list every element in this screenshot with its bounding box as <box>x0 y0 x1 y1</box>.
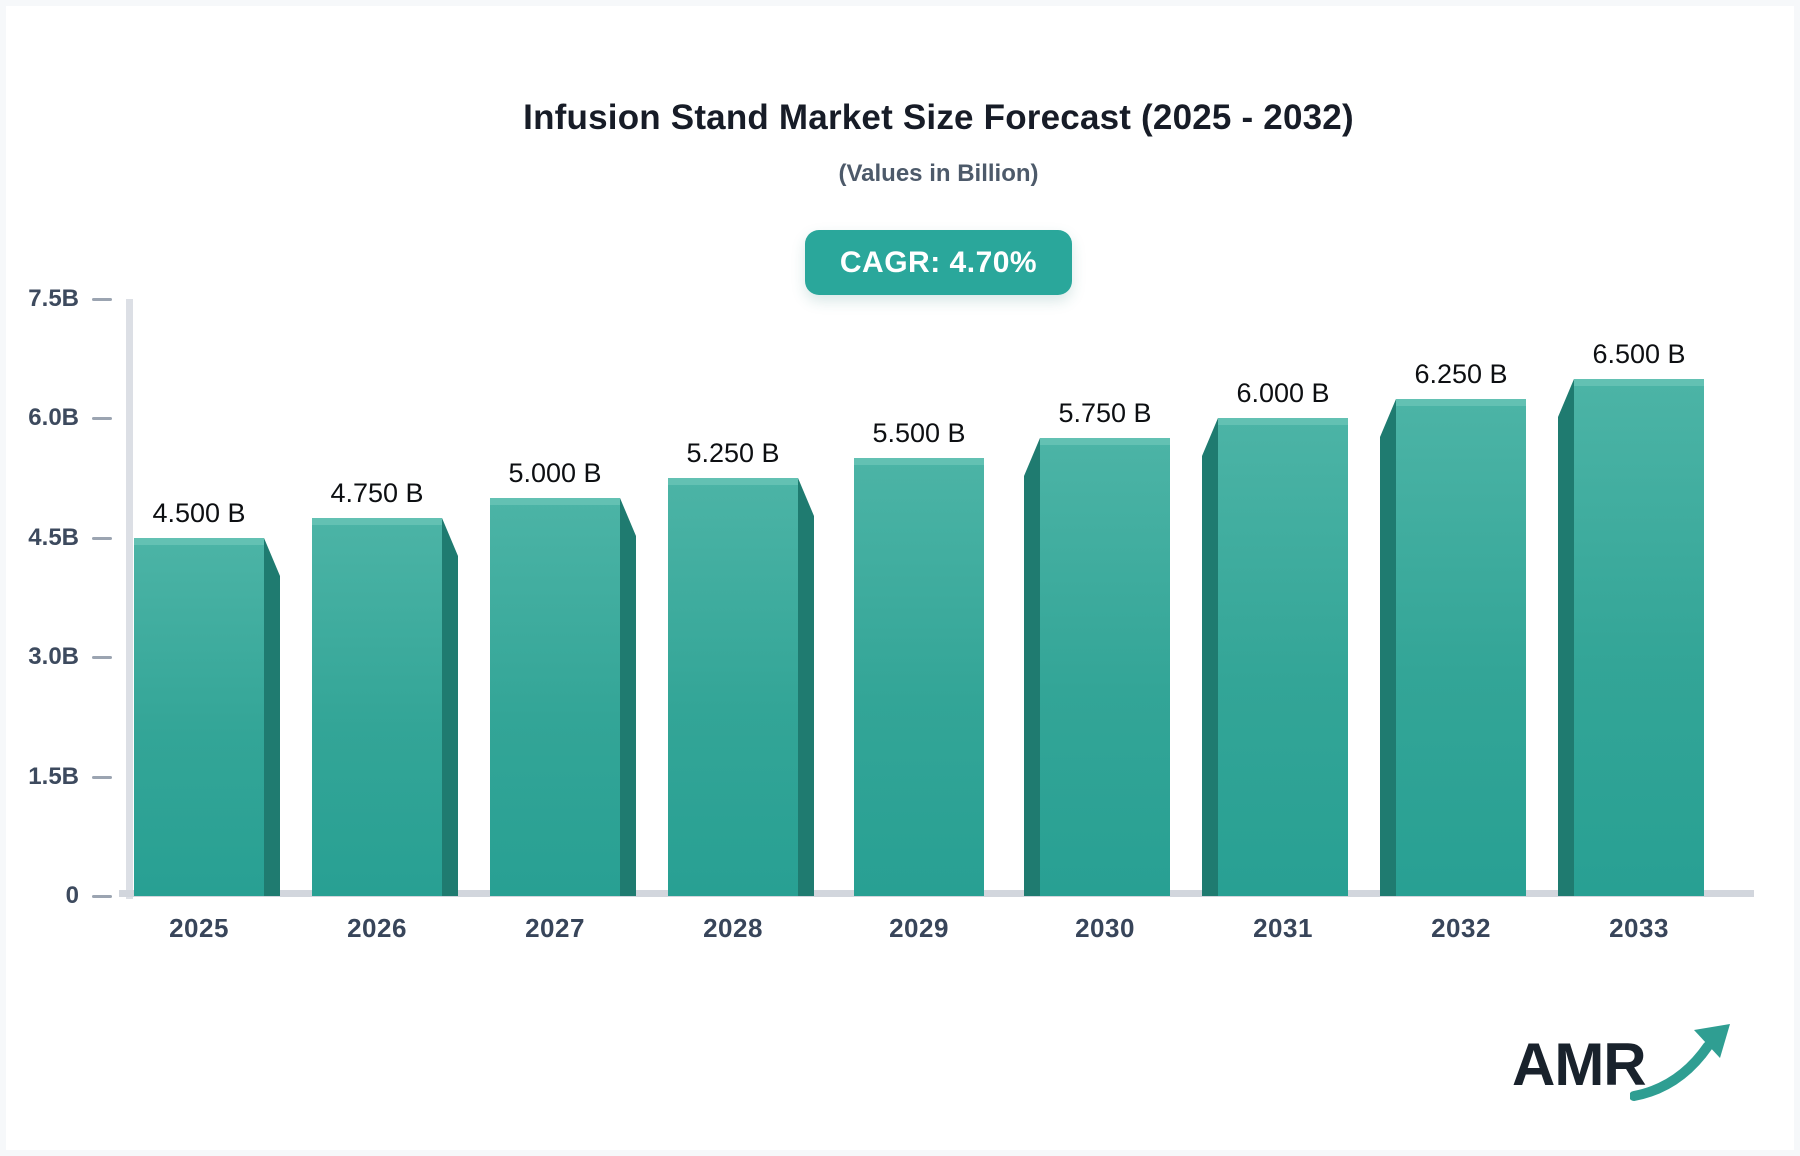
bar-3d-side <box>1024 438 1040 896</box>
bar-top-edge <box>490 498 620 505</box>
bar-3d-side <box>1202 418 1218 896</box>
y-axis-tick-label: 1.5B <box>28 763 79 790</box>
plot-area: 7.5B 6.0B 4.5B 3.0B 1.5B 0 4.500 B 2025 4.750 B 2… <box>28 285 1754 943</box>
bar-top-edge <box>1574 379 1704 386</box>
bar-top-edge <box>312 518 442 525</box>
x-axis-label-2032: 2032 <box>1431 913 1491 943</box>
bar-top-edge <box>1396 399 1526 406</box>
y-axis-tick-label: 3.0B <box>28 643 79 670</box>
x-axis-label-2025: 2025 <box>169 913 229 943</box>
y-axis-line <box>126 299 133 899</box>
bar-3d-side <box>620 498 636 896</box>
bar-value-label: 6.000 B <box>1236 378 1330 408</box>
bar-2025 <box>134 538 264 896</box>
x-axis-label-2033: 2033 <box>1609 913 1669 943</box>
bar-3d-side <box>442 518 458 896</box>
bar-top-edge <box>854 458 984 465</box>
bar-2031 <box>1218 418 1348 896</box>
trend-up-arrow-icon <box>1630 1024 1730 1101</box>
bar-value-label: 4.750 B <box>330 478 424 508</box>
bar-2032 <box>1396 399 1526 896</box>
y-axis-tick-label: 6.0B <box>28 404 79 431</box>
bar-2026 <box>312 518 442 896</box>
bar-2027 <box>490 498 620 896</box>
chart-card: Infusion Stand Market Size Forecast (202… <box>6 6 1794 1150</box>
bar-2030 <box>1040 438 1170 896</box>
bar-top-edge <box>1218 418 1348 425</box>
bar-2033 <box>1574 379 1704 896</box>
y-axis-tick <box>92 895 112 898</box>
chart-subtitle: (Values in Billion) <box>838 160 1039 187</box>
chart-header: Infusion Stand Market Size Forecast (202… <box>126 6 1751 295</box>
y-axis-tick-label: 7.5B <box>28 285 79 312</box>
bar-2028 <box>668 478 798 896</box>
chart-title: Infusion Stand Market Size Forecast (202… <box>523 98 1354 137</box>
y-axis-tick <box>92 298 112 301</box>
bar-2029 <box>854 458 984 896</box>
y-axis-tick <box>92 656 112 659</box>
x-axis-label-2031: 2031 <box>1253 913 1313 943</box>
x-axis-label-2027: 2027 <box>525 913 585 943</box>
bar-value-label: 6.500 B <box>1592 339 1686 369</box>
bar-3d-side <box>264 538 280 896</box>
amr-logo-text: AMR <box>1512 1031 1647 1098</box>
x-axis-label-2030: 2030 <box>1075 913 1135 943</box>
bar-value-label: 6.250 B <box>1414 359 1508 389</box>
bar-top-edge <box>134 538 264 545</box>
bar-value-label: 5.750 B <box>1058 398 1152 428</box>
bar-value-label: 5.250 B <box>686 438 780 468</box>
x-axis-label-2029: 2029 <box>889 913 949 943</box>
x-axis-label-2028: 2028 <box>703 913 763 943</box>
x-axis-label-2026: 2026 <box>347 913 407 943</box>
y-axis-tick <box>92 417 112 420</box>
bar-3d-side <box>798 478 814 896</box>
bar-3d-side <box>1558 379 1574 896</box>
cagr-badge: CAGR: 4.70% <box>804 230 1073 295</box>
bar-value-label: 4.500 B <box>152 498 246 528</box>
bar-top-edge <box>668 478 798 485</box>
y-axis-tick-label: 0 <box>65 882 79 909</box>
y-axis-tick <box>92 537 112 540</box>
bar-top-edge <box>1040 438 1170 445</box>
bar-3d-side <box>1380 399 1396 896</box>
amr-logo: AMR <box>1512 1022 1730 1102</box>
y-axis-tick <box>92 776 112 779</box>
y-axis-tick-label: 4.5B <box>28 524 79 551</box>
bar-value-label: 5.000 B <box>508 458 602 488</box>
bar-value-label: 5.500 B <box>872 418 966 448</box>
